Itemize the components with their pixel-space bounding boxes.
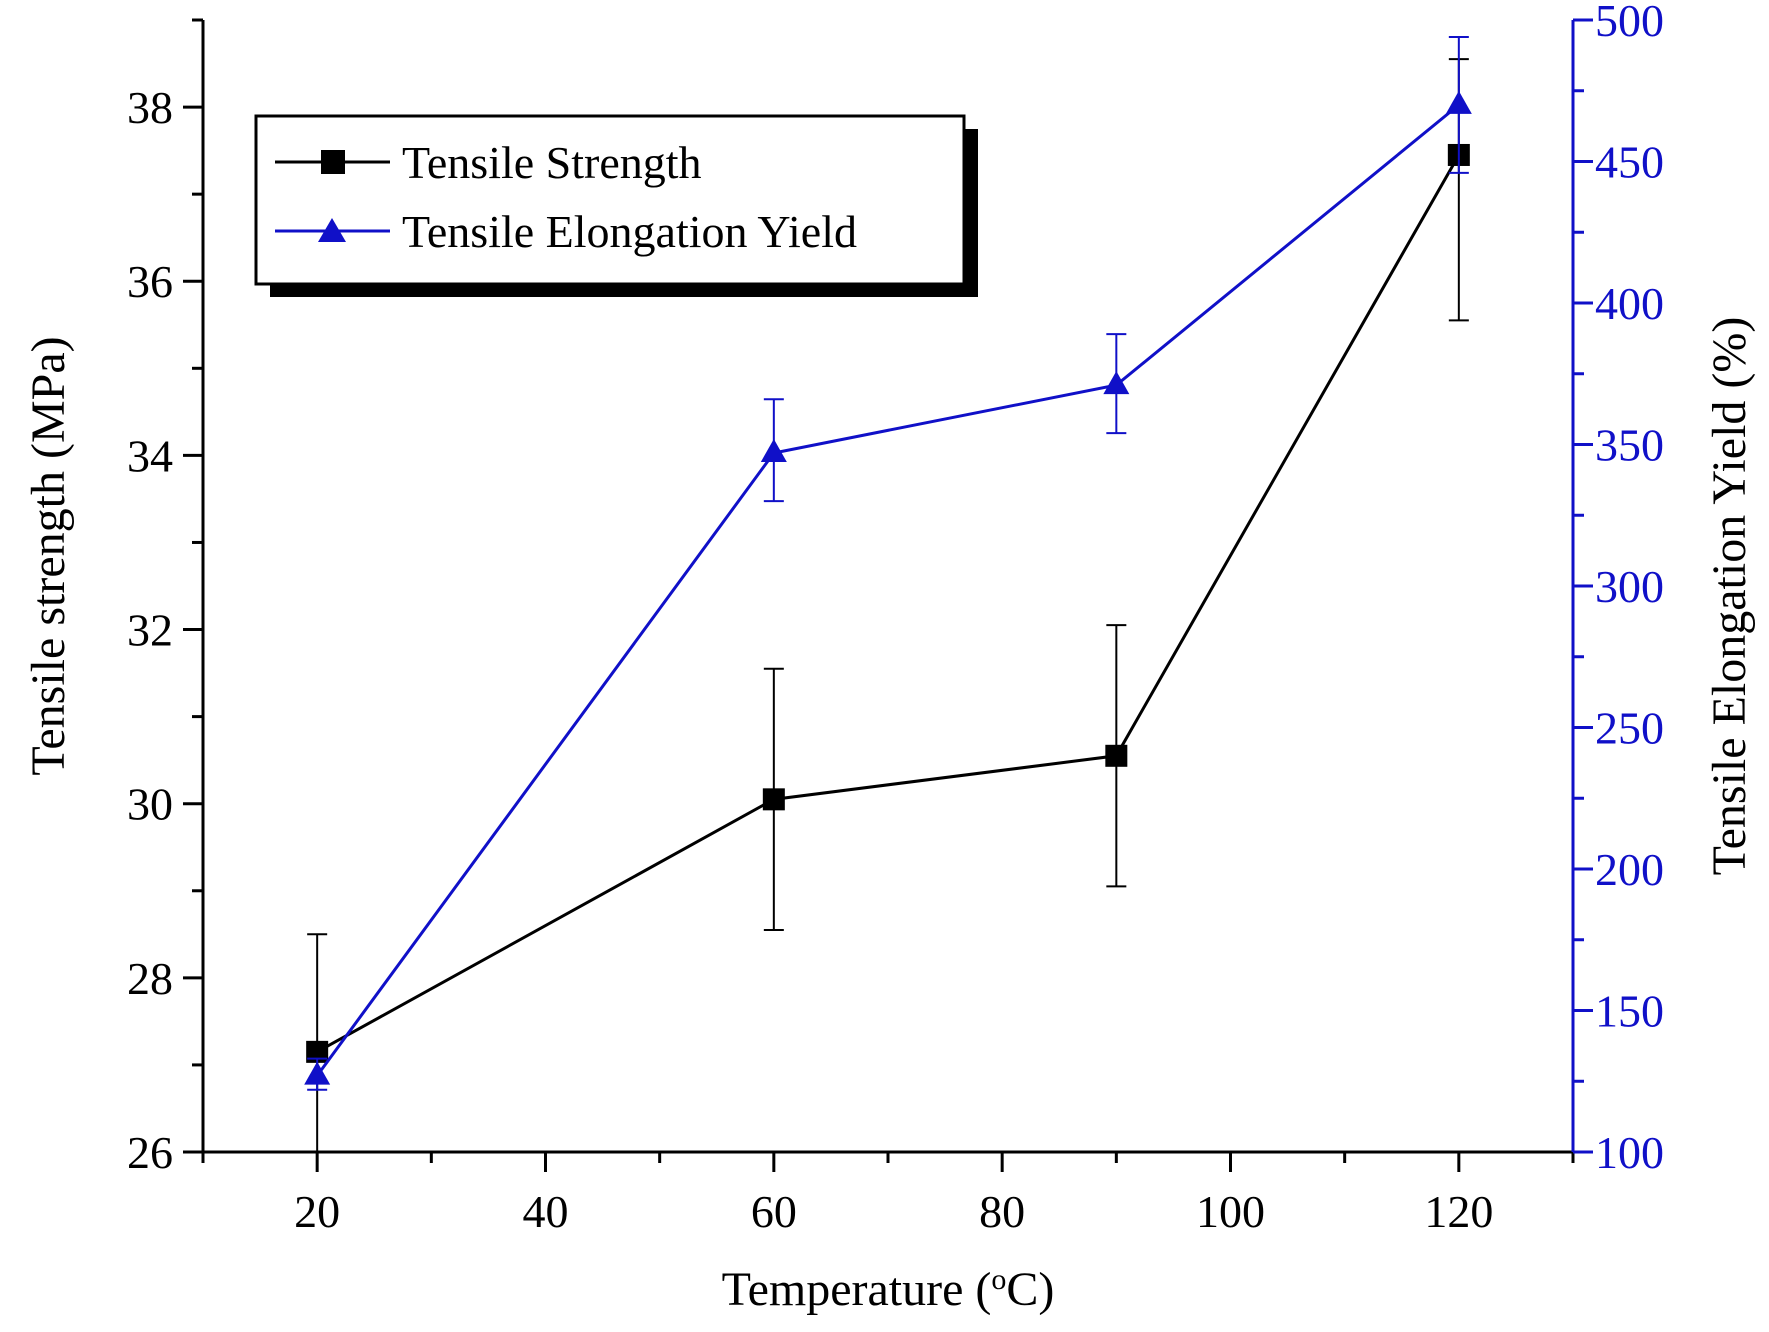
y-left-tick-label-32: 32: [127, 605, 173, 656]
x-tick-label-20: 20: [294, 1186, 340, 1237]
legend-label-elongation: Tensile Elongation Yield: [402, 206, 857, 257]
y-axis-left-title: Tensile strength (MPa): [22, 336, 75, 775]
y-left-tick-label-34: 34: [127, 430, 173, 481]
y-left-tick-label-28: 28: [127, 953, 173, 1004]
marker-square-1: [762, 788, 785, 811]
x-axis-title-sup: o: [991, 1263, 1006, 1296]
x-tick-label-40: 40: [523, 1186, 569, 1237]
y-right-tick-label-500: 500: [1595, 0, 1664, 46]
marker-triangle-1: [760, 438, 787, 462]
series-line-0: [316, 154, 1461, 1054]
y-left-tick-label-30: 30: [127, 779, 173, 830]
x-tick-label-80: 80: [979, 1186, 1025, 1237]
x-ticks: 20 40 60 80 100 120: [201, 1152, 1575, 1237]
x-tick-label-60: 60: [751, 1186, 797, 1237]
y-left-tick-label-38: 38: [127, 82, 173, 133]
series-1: [304, 35, 1472, 1091]
series-layer: [304, 35, 1472, 1153]
x-axis-title-main: Temperature (: [722, 1263, 992, 1316]
marker-triangle-3: [1445, 90, 1472, 114]
marker-triangle-2: [1103, 371, 1130, 395]
y-right-tick-label-300: 300: [1595, 561, 1664, 612]
series-line-1: [315, 103, 1460, 1077]
legend-marker-triangle: [318, 218, 346, 242]
y-left-tick-label-36: 36: [127, 256, 173, 307]
y-right-tick-label-350: 350: [1595, 420, 1664, 471]
y-right-ticks: 100 150 200 250 300 350 400 450 500: [1573, 0, 1664, 1178]
y-right-tick-label-400: 400: [1595, 278, 1664, 329]
y-left-tick-label-26: 26: [127, 1127, 173, 1178]
legend-label-strength: Tensile Strength: [402, 137, 702, 188]
legend-marker-square: [321, 150, 345, 174]
x-axis-title-end: C): [1006, 1263, 1054, 1316]
marker-triangle-0: [304, 1061, 331, 1085]
legend-box: [254, 114, 966, 286]
marker-square-2: [1105, 744, 1128, 767]
marker-square-0: [306, 1040, 329, 1063]
y-axis-right-title: Tensile Elongation Yield (%): [1703, 317, 1756, 876]
x-axis-title: Temperature (oC): [722, 1263, 1055, 1317]
y-right-tick-label-150: 150: [1595, 986, 1664, 1037]
y-right-tick-label-200: 200: [1595, 844, 1664, 895]
y-left-ticks: 26 28 30 32 34 36 38: [127, 18, 203, 1178]
x-tick-label-120: 120: [1424, 1186, 1493, 1237]
y-right-tick-label-100: 100: [1595, 1127, 1664, 1178]
y-right-tick-label-450: 450: [1595, 137, 1664, 188]
x-tick-label-100: 100: [1196, 1186, 1265, 1237]
legend: Tensile Strength Tensile Elongation Yiel…: [254, 114, 978, 297]
y-right-tick-label-250: 250: [1595, 703, 1664, 754]
series-0: [306, 58, 1470, 1153]
